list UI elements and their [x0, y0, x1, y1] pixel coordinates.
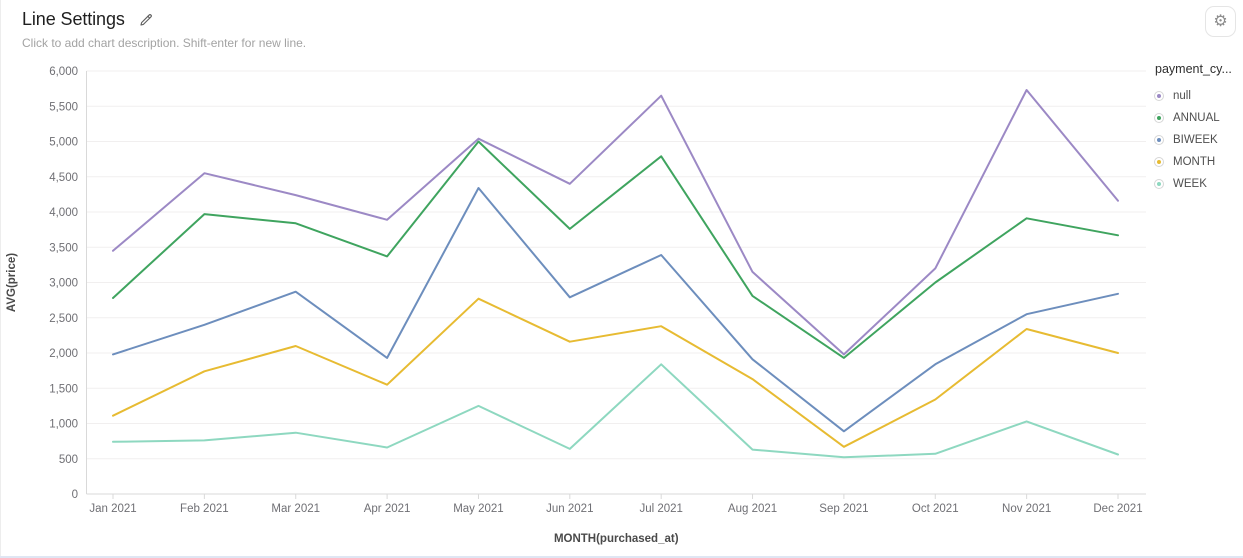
y-tick-label: 6,000	[49, 66, 78, 78]
x-axis-title: MONTH(purchased_at)	[554, 533, 679, 545]
x-tick-label: Oct 2021	[912, 503, 959, 515]
x-tick-label: May 2021	[453, 503, 504, 515]
x-tick-label: Nov 2021	[1002, 503, 1051, 515]
legend-swatch-icon	[1155, 136, 1163, 144]
legend-label: WEEK	[1173, 178, 1207, 190]
x-tick-label: Feb 2021	[180, 503, 229, 515]
legend-title: payment_cy...	[1155, 62, 1232, 76]
legend-label: null	[1173, 90, 1191, 102]
y-tick-label: 2,500	[49, 313, 78, 325]
y-tick-label: 1,500	[49, 383, 78, 395]
x-tick-label: Mar 2021	[271, 503, 320, 515]
x-tick-label: Dec 2021	[1093, 503, 1142, 515]
y-tick-label: 5,000	[49, 137, 78, 149]
window-bottom-edge	[0, 556, 1243, 558]
settings-button[interactable]: ⚙	[1205, 6, 1236, 37]
x-tick-label: Jul 2021	[639, 503, 682, 515]
chart-legend: payment_cy... null ANNUAL BIWEEK MONTH WEEK	[1155, 62, 1241, 195]
x-tick-label: Aug 2021	[728, 503, 777, 515]
chart-header: Line Settings Click to add chart descrip…	[22, 9, 306, 50]
y-tick-label: 1,000	[49, 419, 78, 431]
y-tick-label: 0	[72, 489, 78, 501]
series-line-BIWEEK[interactable]	[112, 187, 1119, 433]
x-tick-label: Jan 2021	[89, 503, 136, 515]
legend-label: ANNUAL	[1173, 112, 1220, 124]
series-line-WEEK[interactable]	[112, 363, 1119, 459]
y-tick-label: 4,000	[49, 207, 78, 219]
legend-item-WEEK[interactable]: WEEK	[1155, 173, 1241, 195]
y-tick-label: 2,000	[49, 348, 78, 360]
y-tick-label: 3,000	[49, 278, 78, 290]
y-tick-label: 3,500	[49, 242, 78, 254]
legend-swatch-icon	[1155, 180, 1163, 188]
legend-label: MONTH	[1173, 156, 1216, 168]
series-line-MONTH[interactable]	[112, 297, 1119, 448]
pencil-icon[interactable]	[137, 11, 155, 29]
legend-item-null[interactable]: null	[1155, 85, 1241, 107]
x-tick-label: Apr 2021	[364, 503, 411, 515]
gear-icon: ⚙	[1213, 12, 1228, 30]
y-tick-label: 5,500	[49, 101, 78, 113]
legend-swatch-icon	[1155, 114, 1163, 122]
series-line-ANNUAL[interactable]	[112, 140, 1119, 359]
chart-title[interactable]: Line Settings	[22, 9, 125, 29]
y-tick-label: 4,500	[49, 172, 78, 184]
legend-label: BIWEEK	[1173, 134, 1218, 146]
card-left-edge	[0, 0, 1, 558]
y-axis-title: AVG(price)	[6, 253, 18, 312]
legend-swatch-icon	[1155, 92, 1163, 100]
x-tick-label: Sep 2021	[819, 503, 868, 515]
legend-item-MONTH[interactable]: MONTH	[1155, 151, 1241, 173]
chart-description-placeholder[interactable]: Click to add chart description. Shift-en…	[22, 36, 307, 50]
legend-item-BIWEEK[interactable]: BIWEEK	[1155, 129, 1241, 151]
x-tick-label: Jun 2021	[546, 503, 593, 515]
y-tick-label: 500	[59, 454, 78, 466]
legend-item-ANNUAL[interactable]: ANNUAL	[1155, 107, 1241, 129]
legend-swatch-icon	[1155, 158, 1163, 166]
series-line-null[interactable]	[112, 89, 1119, 356]
